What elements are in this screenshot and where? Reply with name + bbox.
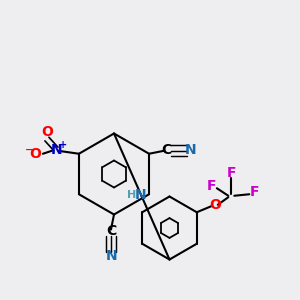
Text: O: O: [209, 198, 221, 212]
Text: F: F: [207, 179, 216, 193]
Text: O: O: [29, 147, 41, 161]
Text: C: C: [106, 224, 117, 238]
Text: N: N: [134, 188, 146, 202]
Text: F: F: [227, 166, 237, 180]
Text: H: H: [127, 190, 136, 200]
Text: N: N: [185, 143, 196, 157]
Text: −: −: [25, 145, 34, 154]
Text: F: F: [250, 185, 260, 199]
Text: +: +: [59, 140, 68, 150]
Text: N: N: [106, 250, 117, 263]
Text: C: C: [161, 143, 172, 157]
Text: O: O: [41, 125, 53, 140]
Text: N: N: [51, 142, 62, 157]
